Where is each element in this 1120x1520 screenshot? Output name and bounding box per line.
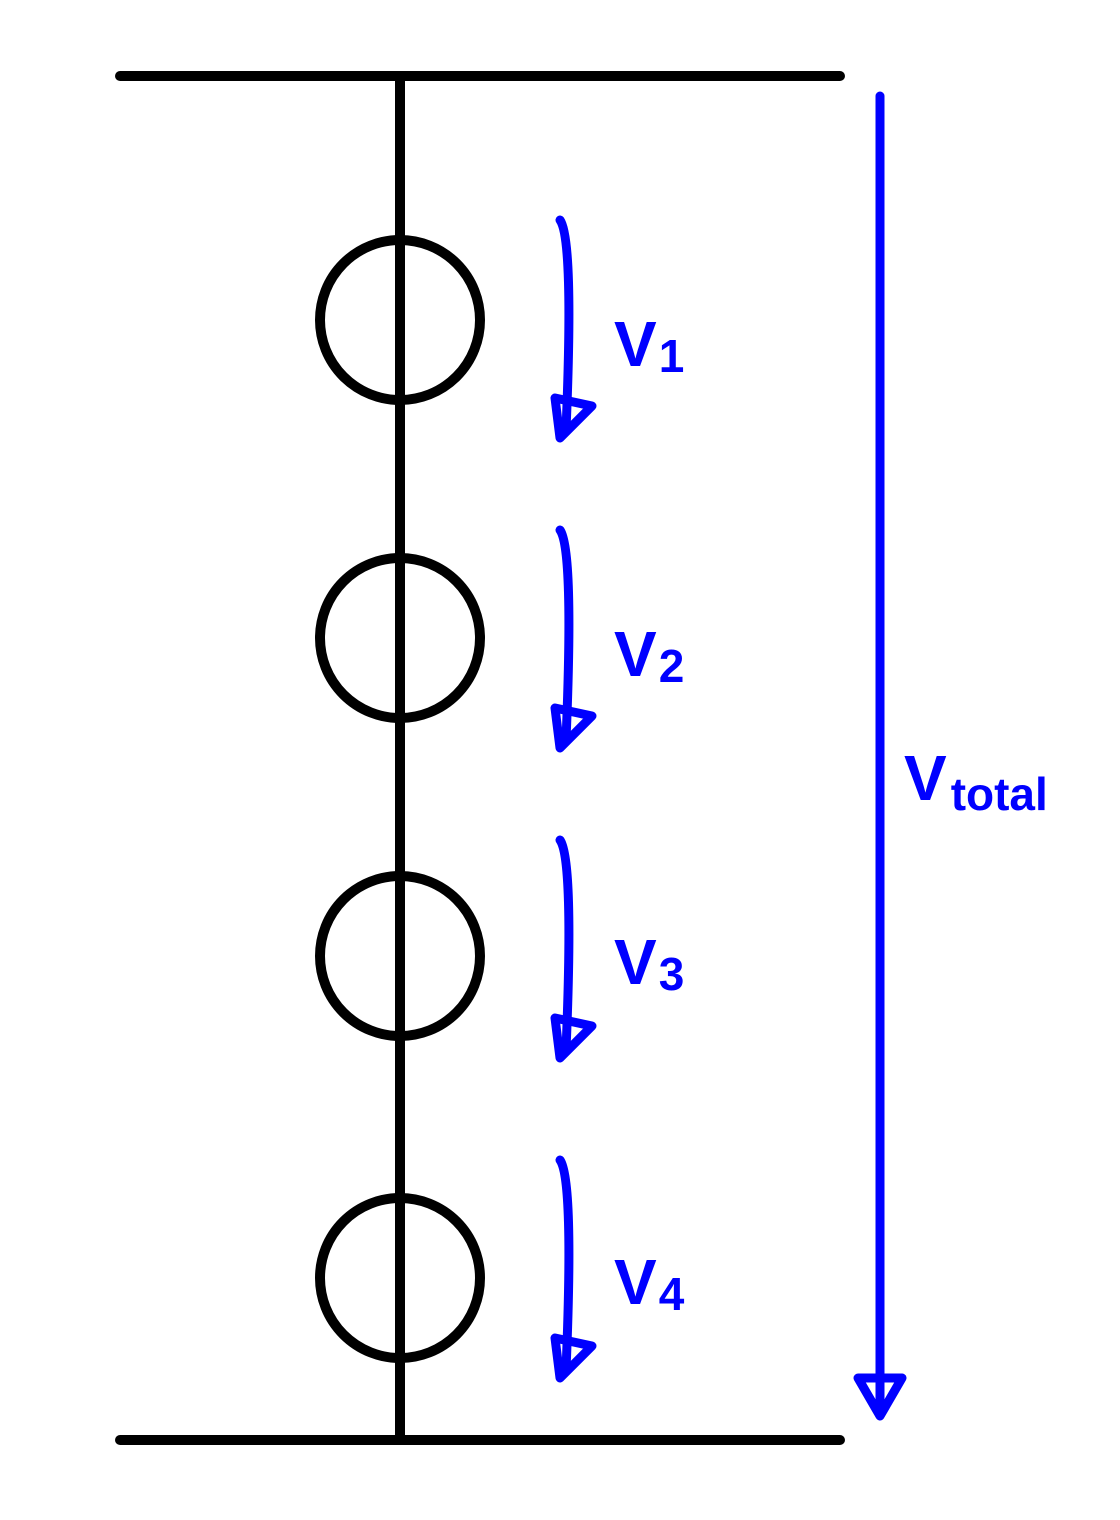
voltage-label-1: V1	[614, 308, 684, 382]
voltage-arrow-2	[555, 525, 574, 745]
voltage-label-4: V4	[614, 1246, 685, 1320]
voltage-arrowhead-4	[550, 1333, 597, 1383]
circuit-element-2	[315, 553, 485, 723]
voltage-arrowhead-3	[550, 1013, 597, 1063]
circuit-element-4	[315, 1193, 485, 1363]
voltage-arrow-1	[555, 215, 574, 435]
circuit-element-1	[315, 235, 485, 405]
voltage-label-3: V3	[614, 926, 684, 1000]
voltage-label-2: V2	[614, 618, 684, 692]
total-voltage-label: Vtotal	[904, 742, 1048, 820]
total-voltage-arrowhead	[853, 1373, 907, 1421]
circuit-element-3	[315, 871, 485, 1041]
voltage-arrow-4	[555, 1155, 574, 1375]
voltage-arrow-3	[555, 835, 574, 1055]
voltage-arrowhead-2	[550, 703, 597, 753]
voltage-arrowhead-1	[550, 393, 597, 443]
